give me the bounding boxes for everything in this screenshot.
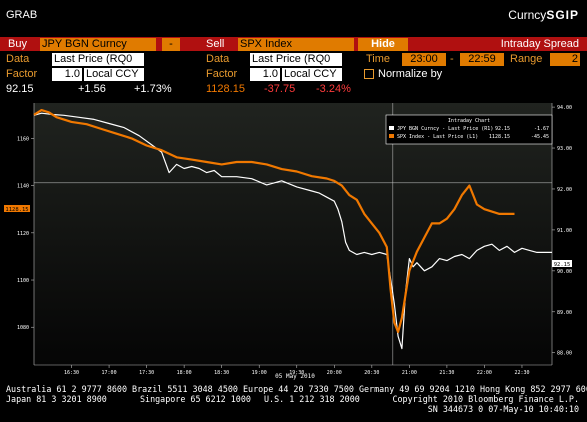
y-right-tick-label: 90.00 [557, 269, 572, 275]
sell-security-field[interactable]: SPX Index [238, 38, 354, 51]
legend-swatch-spx [389, 134, 394, 138]
jpy-change: +1.56 [78, 83, 106, 95]
factor-label-right: Factor [206, 68, 238, 80]
legend-last-jpy: 92.15 [495, 126, 510, 132]
y-right-tick-label: 94.00 [557, 105, 572, 111]
jpy-change-pct: +1.73% [134, 83, 172, 95]
left-last-badge [4, 205, 30, 212]
x-tick-label: 20:30 [364, 370, 379, 376]
x-tick-label: 21:00 [402, 370, 417, 376]
grid [33, 103, 553, 366]
ccy-field-left[interactable]: Local CCY [84, 68, 144, 81]
y-left-tick-label: 1160 [17, 136, 29, 142]
y-right-tick-label: 92.00 [557, 187, 572, 193]
jpy-series-line [33, 112, 552, 350]
x-tick-label: 19:00 [252, 370, 267, 376]
legend-name-jpy: JPY BGN Curncy - Last Price (R1) [397, 126, 493, 132]
footer-copyright: Copyright 2010 Bloomberg Finance L.P. [392, 394, 579, 404]
x-tick-label: 17:30 [139, 370, 154, 376]
factor-field-right[interactable]: 1.0 [250, 68, 280, 81]
footer-us: U.S. 1 212 318 2000 [264, 394, 360, 404]
operator-field[interactable]: - [162, 38, 180, 51]
ccy-field-right[interactable]: Local CCY [282, 68, 342, 81]
time-to-field[interactable]: 22:59 [460, 53, 504, 66]
range-field[interactable]: 2 [550, 53, 580, 66]
legend: Intraday Chart JPY BGN Curncy - Last Pri… [385, 114, 553, 145]
jpy-last: 92.15 [6, 83, 34, 95]
x-tick-label: 22:00 [477, 370, 492, 376]
buy-label: Buy [8, 38, 27, 50]
x-tick-label: 18:30 [214, 370, 229, 376]
chart-date-label: 05 May 2010 [275, 373, 315, 380]
data-label-right: Data [206, 53, 230, 65]
x-tick-label: 20:00 [327, 370, 342, 376]
factor-label-left: Factor [6, 68, 38, 80]
legend-change-jpy: -1.67 [534, 126, 549, 132]
footer-serial: SN 344673 0 07-May-10 10:40:10 [427, 404, 579, 414]
y-left-tick-label: 1080 [17, 325, 29, 331]
spx-last: 1128.15 [206, 83, 245, 95]
x-tick-label: 16:30 [64, 370, 79, 376]
legend-swatch-jpy [389, 126, 394, 130]
data-field-left[interactable]: Last Price (RQ0 [52, 53, 144, 66]
spread-mode[interactable]: Intraday Spread [500, 38, 579, 50]
spx-change-pct: -3.24% [316, 83, 351, 95]
legend-name-spx: SPX Index - Last Price (L1) [397, 134, 478, 140]
footer-line-1: Australia 61 2 9777 8600 Brazil 5511 304… [6, 384, 587, 394]
intraday-chart[interactable]: 16:30 17:00 17:30 18:00 18:30 19:00 19:30 20:00… [0, 95, 587, 380]
left-last-badge-text: 1128.15 [5, 207, 28, 213]
chart-title: Intraday Chart [448, 118, 490, 124]
factor-field-left[interactable]: 1.0 [52, 68, 82, 81]
hide-button[interactable]: Hide [358, 38, 408, 51]
time-separator: - [450, 53, 454, 65]
x-tick-label: 18:00 [177, 370, 192, 376]
x-tick-label: 17:00 [102, 370, 117, 376]
plot-background [34, 103, 552, 365]
right-last-badge-text: 92.15 [554, 262, 571, 268]
spx-change: -37.75 [264, 83, 296, 95]
range-label: Range [510, 53, 543, 65]
x-tick-label: 21:30 [439, 370, 454, 376]
normalize-checkbox[interactable] [364, 69, 374, 79]
x-tick-label: 19:30 [289, 370, 304, 376]
data-field-right[interactable]: Last Price (RQ0 [250, 53, 342, 66]
time-from-field[interactable]: 23:00 [402, 53, 446, 66]
legend-box [385, 114, 553, 145]
y-right-tick-label: 93.00 [557, 146, 572, 152]
y-right-tick-label: 88.00 [557, 351, 572, 357]
y-left-tick-label: 1120 [17, 231, 29, 237]
legend-last-spx: 1128.15 [489, 134, 510, 140]
legend-change-spx: -45.45 [531, 134, 549, 140]
spx-series-line [33, 109, 515, 334]
sell-label: Sell [206, 38, 225, 50]
time-label: Time [366, 53, 391, 65]
y-right-tick-label: 91.00 [557, 228, 572, 234]
footer-japan: Japan 81 3 3201 8900 [6, 394, 107, 404]
y-left-tick-label: 1140 [17, 184, 29, 190]
brand-suffix: SGIP [546, 8, 579, 22]
footer-singapore: Singapore 65 6212 1000 [140, 394, 251, 404]
y-axis-ticks: 94.00 93.00 92.00 91.00 90.00 89.00 88.00 1160 1… [17, 105, 572, 357]
brand-prefix: Curncy [508, 8, 547, 22]
data-label-left: Data [6, 53, 30, 65]
series-lines [33, 109, 552, 350]
y-left-tick-label: 1100 [17, 278, 29, 284]
x-axis-ticks: 16:30 17:00 17:30 18:00 18:30 19:00 19:30 20:00… [64, 365, 530, 376]
function-code: CurncySGIP [508, 8, 579, 22]
normalize-label: Normalize by [378, 68, 443, 80]
right-last-badge [552, 260, 572, 267]
y-right-tick-label: 89.00 [557, 310, 572, 316]
buy-security-field[interactable]: JPY BGN Curncy [40, 38, 156, 51]
function-name: GRAB [6, 9, 38, 21]
x-tick-label: 22:30 [514, 370, 529, 376]
